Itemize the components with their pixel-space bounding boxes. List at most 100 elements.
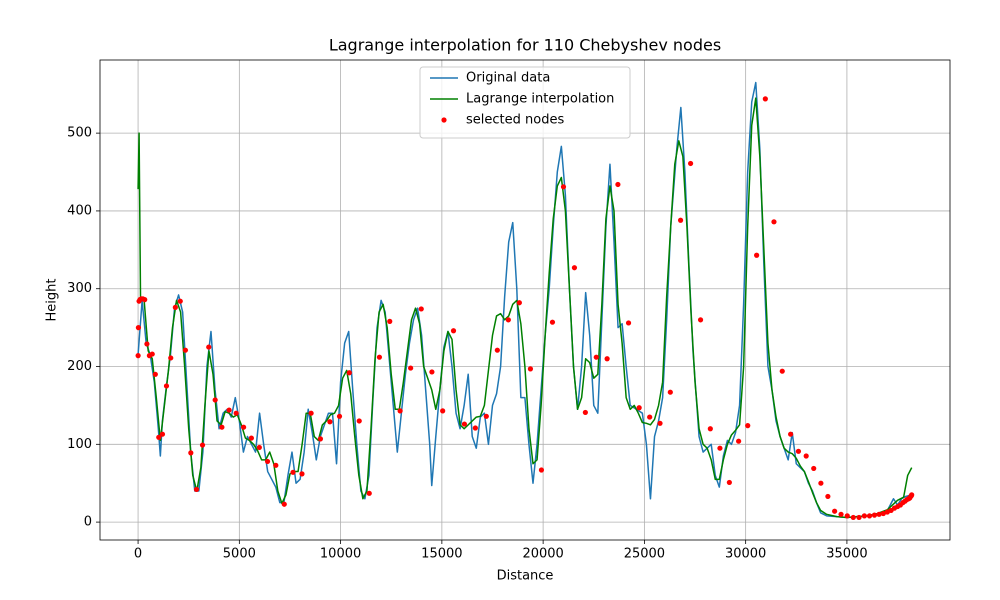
data-point bbox=[549, 319, 556, 325]
data-point bbox=[754, 252, 760, 258]
data-point bbox=[880, 510, 886, 517]
data-point bbox=[177, 298, 183, 304]
legend-label: Lagrange interpolation bbox=[466, 92, 614, 107]
y-tick-label: 500 bbox=[67, 126, 92, 141]
data-point bbox=[299, 471, 305, 477]
data-point bbox=[516, 300, 522, 306]
data-point bbox=[149, 351, 155, 357]
data-point bbox=[317, 436, 324, 442]
data-point bbox=[909, 492, 915, 498]
data-point bbox=[156, 434, 162, 440]
data-point bbox=[135, 353, 141, 359]
data-point bbox=[861, 513, 867, 519]
data-point bbox=[856, 514, 862, 521]
data-point bbox=[657, 420, 663, 426]
x-tick-label: 30000 bbox=[725, 547, 766, 562]
data-point bbox=[226, 407, 232, 413]
data-point bbox=[199, 442, 206, 448]
plot-frame bbox=[99, 59, 951, 541]
data-point bbox=[876, 511, 882, 517]
data-point bbox=[206, 344, 212, 350]
data-point bbox=[142, 297, 148, 303]
data-point bbox=[387, 318, 393, 324]
y-tick-label: 200 bbox=[67, 359, 92, 374]
x-axis-label: Distance bbox=[497, 569, 554, 584]
data-point bbox=[771, 219, 777, 225]
data-point bbox=[604, 356, 610, 362]
data-point bbox=[736, 438, 742, 444]
data-point bbox=[707, 426, 713, 432]
data-point bbox=[560, 184, 567, 190]
data-point bbox=[172, 304, 178, 310]
data-point bbox=[418, 306, 424, 312]
data-point bbox=[135, 325, 142, 331]
data-point bbox=[697, 317, 704, 323]
data-point bbox=[152, 371, 158, 377]
data-point bbox=[346, 370, 352, 376]
x-tick-label: 5000 bbox=[223, 547, 256, 562]
data-point bbox=[440, 408, 446, 414]
data-point bbox=[687, 160, 694, 167]
legend: Original data Lagrange interpolation selec… bbox=[419, 66, 631, 139]
data-point bbox=[219, 424, 225, 430]
data-line bbox=[137, 81, 912, 519]
data-point bbox=[264, 458, 271, 465]
data-point bbox=[625, 320, 632, 326]
x-tick-label: 15000 bbox=[421, 547, 462, 562]
data-point bbox=[472, 425, 478, 431]
y-tick-label: 400 bbox=[67, 203, 92, 218]
data-point bbox=[762, 96, 768, 102]
data-point bbox=[376, 354, 383, 360]
data-point bbox=[248, 435, 254, 441]
data-point bbox=[844, 513, 850, 519]
data-point bbox=[336, 413, 343, 419]
data-point bbox=[429, 369, 435, 375]
data-point bbox=[636, 405, 642, 411]
data-point bbox=[745, 423, 751, 429]
y-tick-label: 100 bbox=[67, 437, 92, 452]
data-point bbox=[838, 511, 844, 517]
data-point bbox=[281, 501, 287, 507]
data-point bbox=[803, 453, 809, 459]
data-point bbox=[290, 469, 296, 475]
data-point bbox=[193, 486, 200, 493]
data-point bbox=[256, 444, 262, 451]
data-point bbox=[538, 467, 545, 473]
data-point bbox=[212, 397, 218, 403]
data-line bbox=[137, 97, 913, 519]
data-point bbox=[356, 418, 362, 424]
data-point bbox=[494, 347, 500, 353]
data-point bbox=[582, 409, 588, 416]
data-point bbox=[168, 355, 174, 361]
data-point bbox=[811, 465, 817, 472]
data-point bbox=[527, 366, 534, 372]
x-tick-label: 35000 bbox=[826, 547, 867, 562]
data-point bbox=[188, 450, 194, 456]
data-point bbox=[505, 317, 511, 323]
data-point bbox=[483, 413, 489, 419]
data-point bbox=[182, 347, 189, 353]
y-axis-label: Height bbox=[45, 279, 60, 322]
data-point bbox=[450, 328, 457, 334]
data-point bbox=[779, 368, 785, 374]
data-point bbox=[825, 493, 831, 500]
legend-label: selected nodes bbox=[466, 113, 564, 128]
data-point bbox=[163, 383, 170, 389]
data-point bbox=[818, 480, 824, 486]
data-point bbox=[726, 479, 732, 486]
data-point bbox=[667, 389, 673, 395]
legend-box bbox=[419, 66, 631, 139]
data-point bbox=[647, 414, 653, 420]
data-point bbox=[866, 513, 873, 519]
data-point bbox=[233, 410, 239, 416]
data-point bbox=[871, 512, 878, 518]
data-point bbox=[397, 408, 403, 414]
data-point bbox=[159, 431, 166, 437]
chart-title: Lagrange interpolation for 110 Chebyshev… bbox=[329, 36, 721, 55]
data-point bbox=[571, 265, 578, 271]
x-tick-label: 25000 bbox=[624, 547, 665, 562]
x-tick-label: 0 bbox=[134, 547, 142, 562]
data-point bbox=[677, 217, 684, 223]
